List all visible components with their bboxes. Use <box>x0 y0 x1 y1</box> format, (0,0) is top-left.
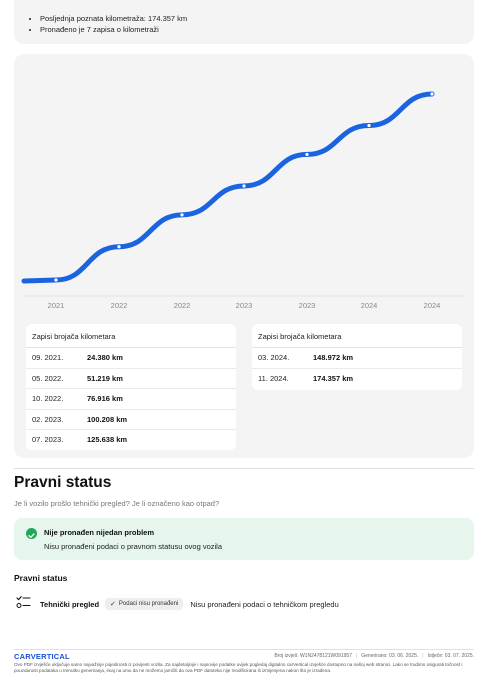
summary-card: Posljednja poznata kilometraža: 174.357 … <box>14 0 474 44</box>
x-tick-label: 2021 <box>48 301 65 310</box>
mileage-chart-card: 2021 2022 2022 2023 2023 2024 2024 Zapisi broj… <box>14 54 474 458</box>
legal-status-subheading: Pravni status <box>14 573 68 583</box>
row-date: 11. 2024. <box>258 373 289 383</box>
row-mileage: 100.208 km <box>87 414 128 424</box>
checklist-icon <box>16 594 32 615</box>
data-point <box>366 123 372 128</box>
odometer-table-1: Zapisi brojača kilometara 09. 2021. 24.38… <box>26 324 236 450</box>
footer-divider <box>14 649 474 650</box>
row-date: 10. 2022. <box>32 394 64 404</box>
data-point <box>429 91 435 97</box>
mileage-chart: 2021 2022 2022 2023 2023 2024 2024 <box>21 66 464 310</box>
table-row: 05. 2022. 51.219 km <box>26 369 236 389</box>
x-tick-label: 2023 <box>236 301 253 310</box>
data-point <box>116 244 122 250</box>
table-row: 03. 2024. 148.972 km <box>252 348 462 369</box>
table-title: Zapisi brojača kilometara <box>26 324 236 348</box>
x-tick-label: 2022 <box>111 301 128 310</box>
x-tick-label: 2024 <box>361 301 378 310</box>
row-date: 07. 2023. <box>32 435 64 445</box>
no-data-badge: ✓ Podaci nisu pronađeni <box>105 598 184 610</box>
row-mileage: 51.219 km <box>87 373 123 383</box>
no-data-badge-text: Podaci nisu pronađeni <box>118 601 179 607</box>
carvertical-logo: CARVERTICAL <box>14 652 70 661</box>
footer-disclaimer: Ovo PDF izvješće uključuje samo najvažni… <box>14 662 463 673</box>
inspection-message: Nisu pronađeni podaci o tehničkom pregle… <box>190 599 339 609</box>
footer-meta: Broj izvješ: W1N2478121W091957 | Generiran… <box>274 653 474 659</box>
inspection-row: Tehnički pregled ✓ Podaci nisu pronađeni … <box>16 594 339 614</box>
report-number: Broj izvješ: W1N2478121W091957 <box>274 653 352 659</box>
generated-date: Generirano: 03. 06. 2025. <box>361 653 419 659</box>
table-row: 10. 2022. 76.916 km <box>26 389 236 410</box>
x-tick-label: 2022 <box>174 301 191 310</box>
x-tick-label: 2023 <box>299 301 316 310</box>
expiry-date: Istječe: 03. 07. 2025. <box>427 653 474 659</box>
table-row: 09. 2021. 24.380 km <box>26 348 236 369</box>
data-point <box>241 183 247 189</box>
table-title: Zapisi brojača kilometara <box>252 324 462 348</box>
check-circle-icon <box>26 528 37 539</box>
table-row: 02. 2023. 100.208 km <box>26 410 236 430</box>
legal-status-subtitle: Je li vozilo prošlo tehnički pregled? Je… <box>14 499 220 508</box>
legal-status-title: Pravni status <box>14 474 112 491</box>
data-point <box>53 277 59 283</box>
row-date: 09. 2021. <box>32 353 64 363</box>
row-date: 05. 2022. <box>32 373 64 383</box>
row-mileage: 148.972 km <box>313 353 354 363</box>
odometer-table-2: Zapisi brojača kilometara 03. 2024. 148.9… <box>252 324 462 390</box>
no-problem-text: Nisu pronađeni podaci o pravnom statusu … <box>44 542 223 551</box>
data-point <box>304 152 310 157</box>
summary-record-count: Pronađeno je 7 zapisa o kilometraži <box>40 24 474 35</box>
row-mileage: 24.380 km <box>87 353 123 363</box>
row-mileage: 174.357 km <box>313 373 354 383</box>
check-icon: ✓ <box>110 601 116 608</box>
data-point <box>179 212 185 218</box>
row-mileage: 125.638 km <box>87 435 128 445</box>
row-date: 02. 2023. <box>32 414 64 424</box>
no-problem-title: Nije pronađen nijedan problem <box>44 528 155 537</box>
table-row: 11. 2024. 174.357 km <box>252 369 462 389</box>
no-problem-banner: Nije pronađen nijedan problem Nisu prona… <box>14 518 474 560</box>
summary-last-mileage: Posljednja poznata kilometraža: 174.357 … <box>40 13 474 24</box>
section-divider <box>14 468 474 469</box>
inspection-label: Tehnički pregled <box>40 599 100 609</box>
summary-list: Posljednja poznata kilometraža: 174.357 … <box>14 0 474 35</box>
row-mileage: 76.916 km <box>87 394 123 404</box>
table-row: 07. 2023. 125.638 km <box>26 430 236 450</box>
row-date: 03. 2024. <box>258 353 290 363</box>
x-tick-label: 2024 <box>424 301 441 310</box>
plot-area <box>24 66 464 296</box>
